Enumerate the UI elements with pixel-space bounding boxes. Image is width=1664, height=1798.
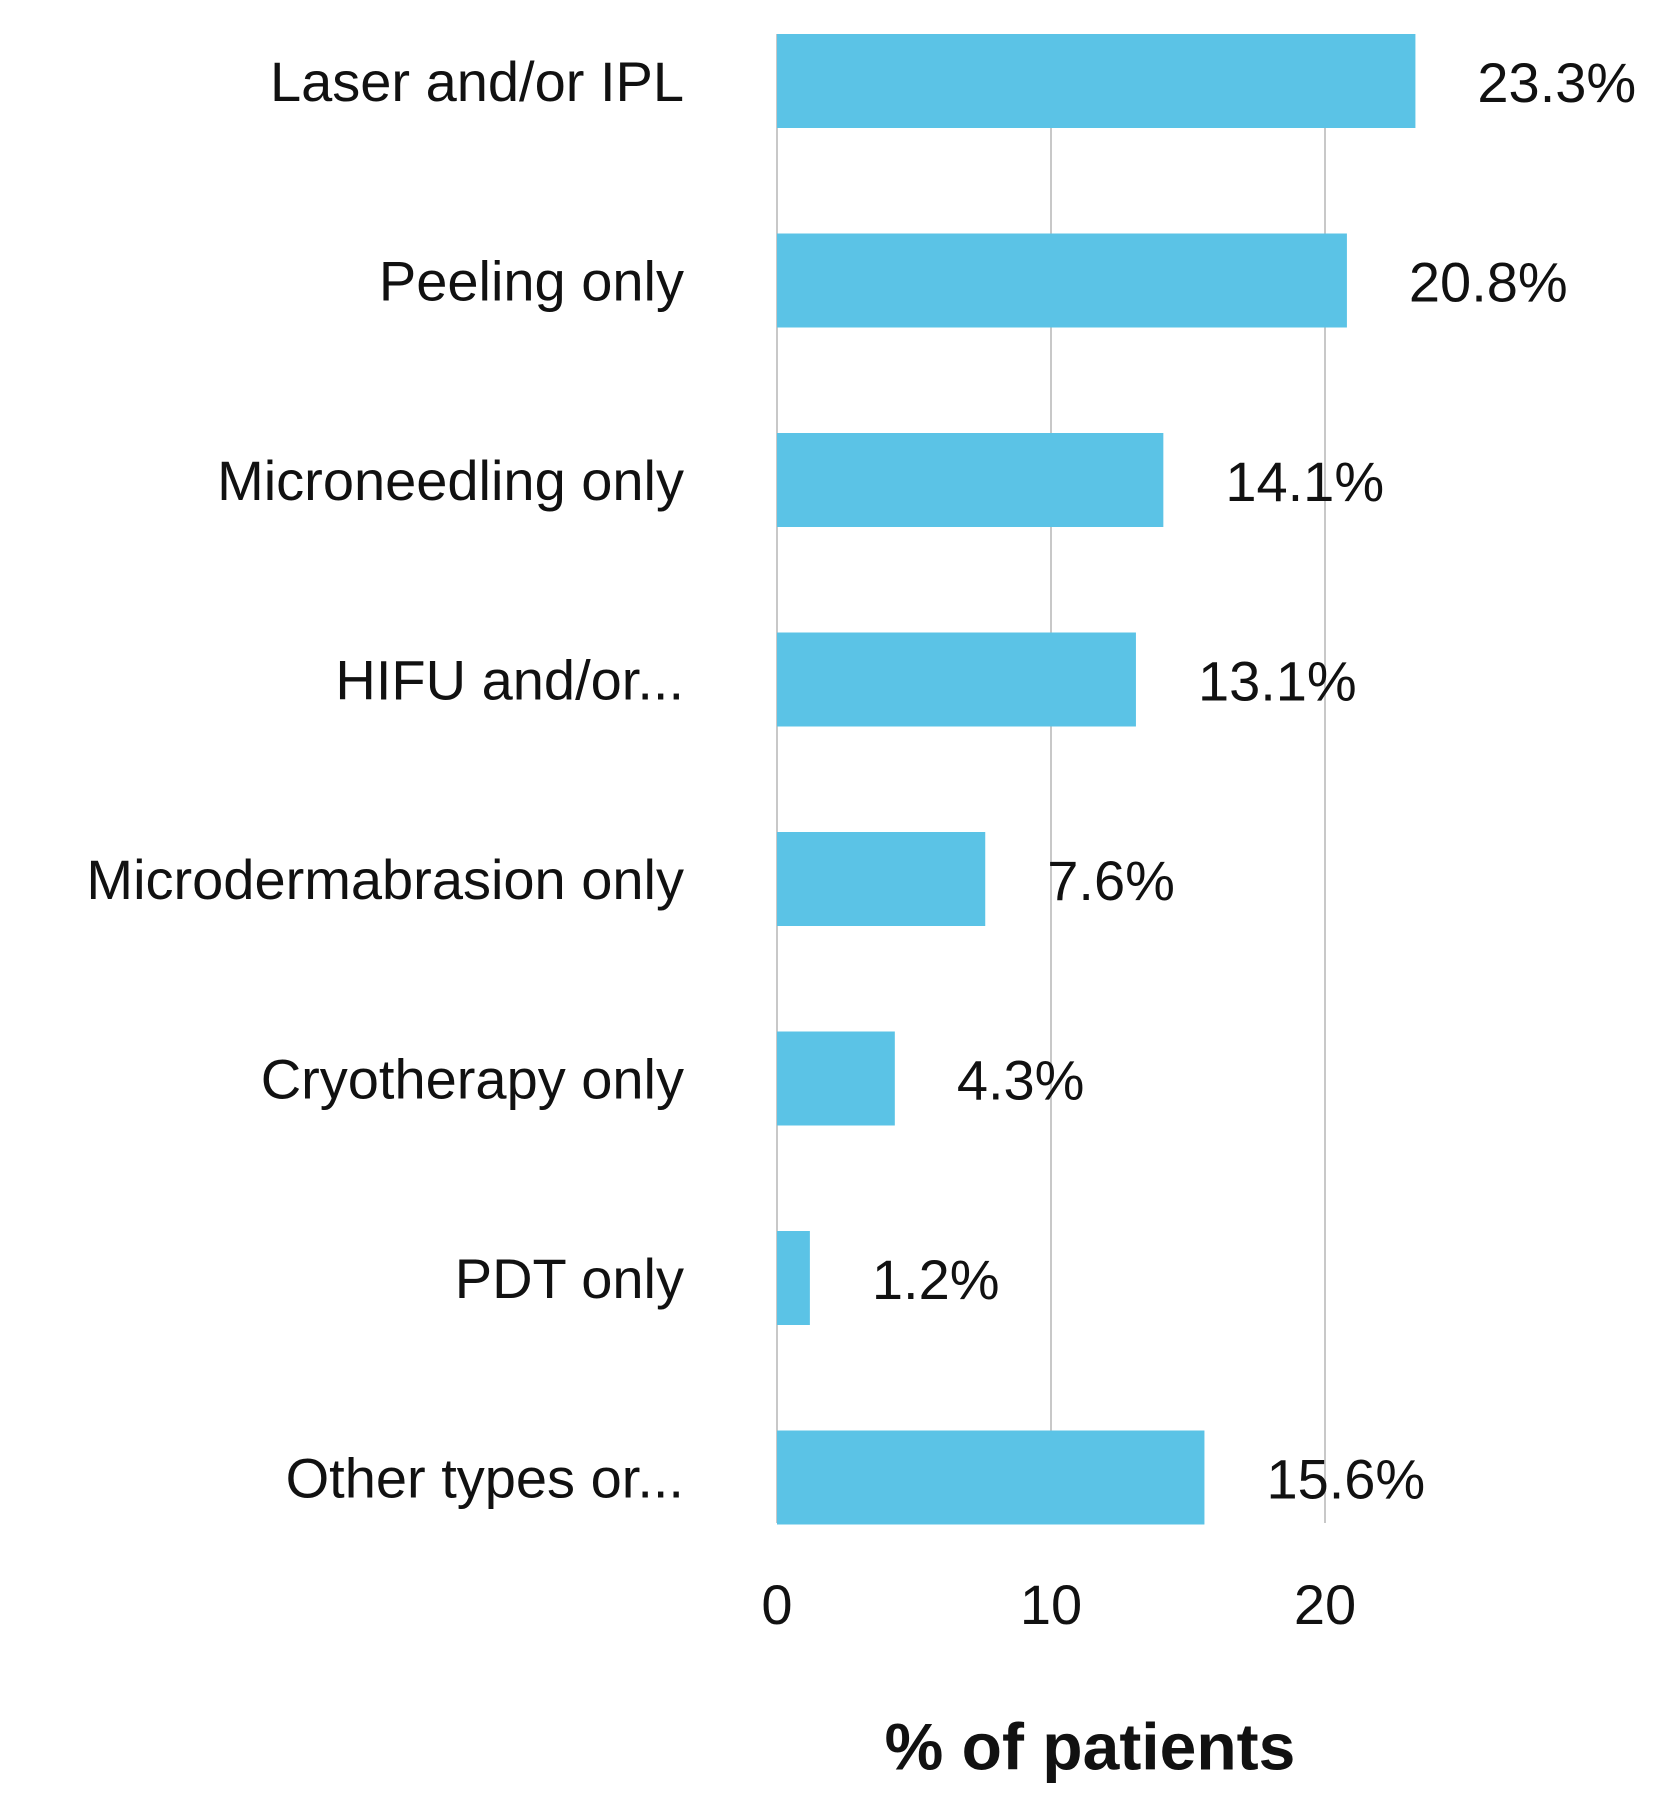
data-label: 14.1% — [1225, 450, 1384, 513]
data-label: 7.6% — [1047, 849, 1175, 912]
data-label: 20.8% — [1409, 250, 1568, 313]
data-label: 15.6% — [1266, 1447, 1425, 1510]
x-axis-title: % of patients — [885, 1709, 1296, 1783]
y-tick-label: Laser and/or IPL — [270, 50, 684, 113]
data-label: 1.2% — [872, 1248, 1000, 1311]
x-tick-label: 20 — [1294, 1573, 1356, 1636]
y-tick-label: HIFU and/or... — [335, 648, 684, 711]
data-label: 13.1% — [1198, 649, 1357, 712]
data-label: 4.3% — [957, 1048, 1085, 1111]
bar — [777, 433, 1164, 527]
x-tick-label: 10 — [1020, 1573, 1082, 1636]
y-tick-label: Other types or... — [286, 1446, 684, 1509]
y-tick-label: Microdermabrasion only — [86, 848, 684, 911]
bar — [777, 1430, 1205, 1525]
bar — [777, 1031, 895, 1126]
y-tick-label: PDT only — [455, 1247, 684, 1310]
data-label: 23.3% — [1477, 51, 1636, 114]
y-tick-label: Microneedling only — [217, 449, 684, 512]
bar — [777, 233, 1347, 328]
bar — [777, 832, 986, 926]
y-tick-label: Cryotherapy only — [261, 1047, 684, 1110]
y-tick-label: Peeling only — [379, 249, 684, 312]
bar — [777, 632, 1136, 727]
bar — [777, 1231, 810, 1325]
x-tick-label: 0 — [761, 1573, 792, 1636]
bar — [777, 34, 1416, 128]
